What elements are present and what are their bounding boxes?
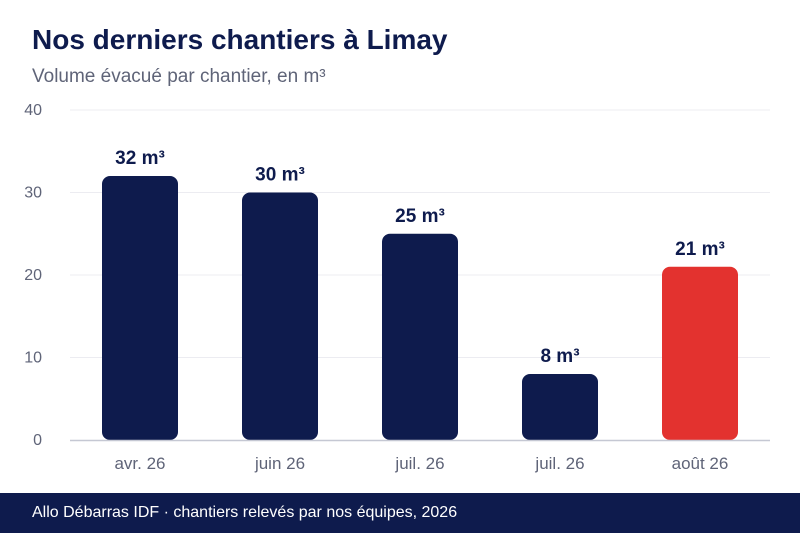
- y-tick-label: 20: [24, 267, 42, 284]
- bars: [102, 176, 738, 440]
- chart-subtitle: Volume évacué par chantier, en m³: [32, 66, 326, 87]
- bar-5: [662, 266, 738, 440]
- x-axis-ticks: avr. 26 juin 26 juil. 26 juil. 26 août 26: [114, 454, 728, 473]
- y-tick-label: 10: [24, 350, 42, 367]
- bar-value-label: 32 m³: [115, 148, 165, 169]
- bar-3: [382, 233, 458, 440]
- y-tick-label: 0: [33, 432, 42, 449]
- chart-title: Nos derniers chantiers à Limay: [32, 24, 448, 55]
- x-tick-label: juil. 26: [534, 454, 584, 473]
- bar-2: [242, 192, 318, 440]
- footer-source: Allo Débarras IDF · chantiers relevés pa…: [0, 493, 800, 533]
- x-tick-label: août 26: [672, 454, 729, 473]
- y-tick-label: 40: [24, 102, 42, 119]
- bar-value-label: 21 m³: [675, 239, 725, 260]
- data-labels: 32 m³ 30 m³ 25 m³ 8 m³ 21 m³: [115, 148, 725, 367]
- x-tick-label: avr. 26: [114, 454, 165, 473]
- bar-4: [522, 374, 598, 440]
- y-tick-label: 30: [24, 185, 42, 202]
- x-tick-label: juil. 26: [394, 454, 444, 473]
- bar-1: [102, 176, 178, 440]
- bar-value-label: 25 m³: [395, 206, 445, 227]
- bar-value-label: 8 m³: [540, 346, 579, 367]
- y-axis-ticks: 0 10 20 30 40: [24, 102, 42, 449]
- x-tick-label: juin 26: [254, 454, 305, 473]
- bar-value-label: 30 m³: [255, 165, 305, 186]
